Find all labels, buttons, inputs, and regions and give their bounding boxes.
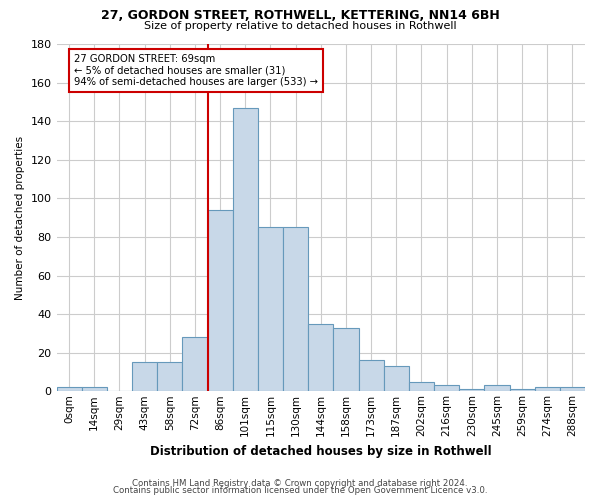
Bar [459, 390, 484, 392]
Bar [56, 388, 82, 392]
Bar [383, 366, 409, 392]
Text: Size of property relative to detached houses in Rothwell: Size of property relative to detached ho… [143, 21, 457, 31]
Text: Contains HM Land Registry data © Crown copyright and database right 2024.: Contains HM Land Registry data © Crown c… [132, 478, 468, 488]
Bar [182, 337, 208, 392]
Bar [233, 108, 258, 392]
Bar [283, 228, 308, 392]
Bar [409, 382, 434, 392]
Bar [484, 386, 509, 392]
Bar [560, 388, 585, 392]
Bar [509, 390, 535, 392]
Y-axis label: Number of detached properties: Number of detached properties [15, 136, 25, 300]
Bar [535, 388, 560, 392]
Bar [208, 210, 233, 392]
Bar [82, 388, 107, 392]
Bar [132, 362, 157, 392]
Bar [359, 360, 383, 392]
Bar [157, 362, 182, 392]
Bar [308, 324, 334, 392]
Text: Contains public sector information licensed under the Open Government Licence v3: Contains public sector information licen… [113, 486, 487, 495]
X-axis label: Distribution of detached houses by size in Rothwell: Distribution of detached houses by size … [150, 444, 491, 458]
Text: 27, GORDON STREET, ROTHWELL, KETTERING, NN14 6BH: 27, GORDON STREET, ROTHWELL, KETTERING, … [101, 9, 499, 22]
Bar [334, 328, 359, 392]
Bar [258, 228, 283, 392]
Bar [434, 386, 459, 392]
Text: 27 GORDON STREET: 69sqm
← 5% of detached houses are smaller (31)
94% of semi-det: 27 GORDON STREET: 69sqm ← 5% of detached… [74, 54, 318, 87]
